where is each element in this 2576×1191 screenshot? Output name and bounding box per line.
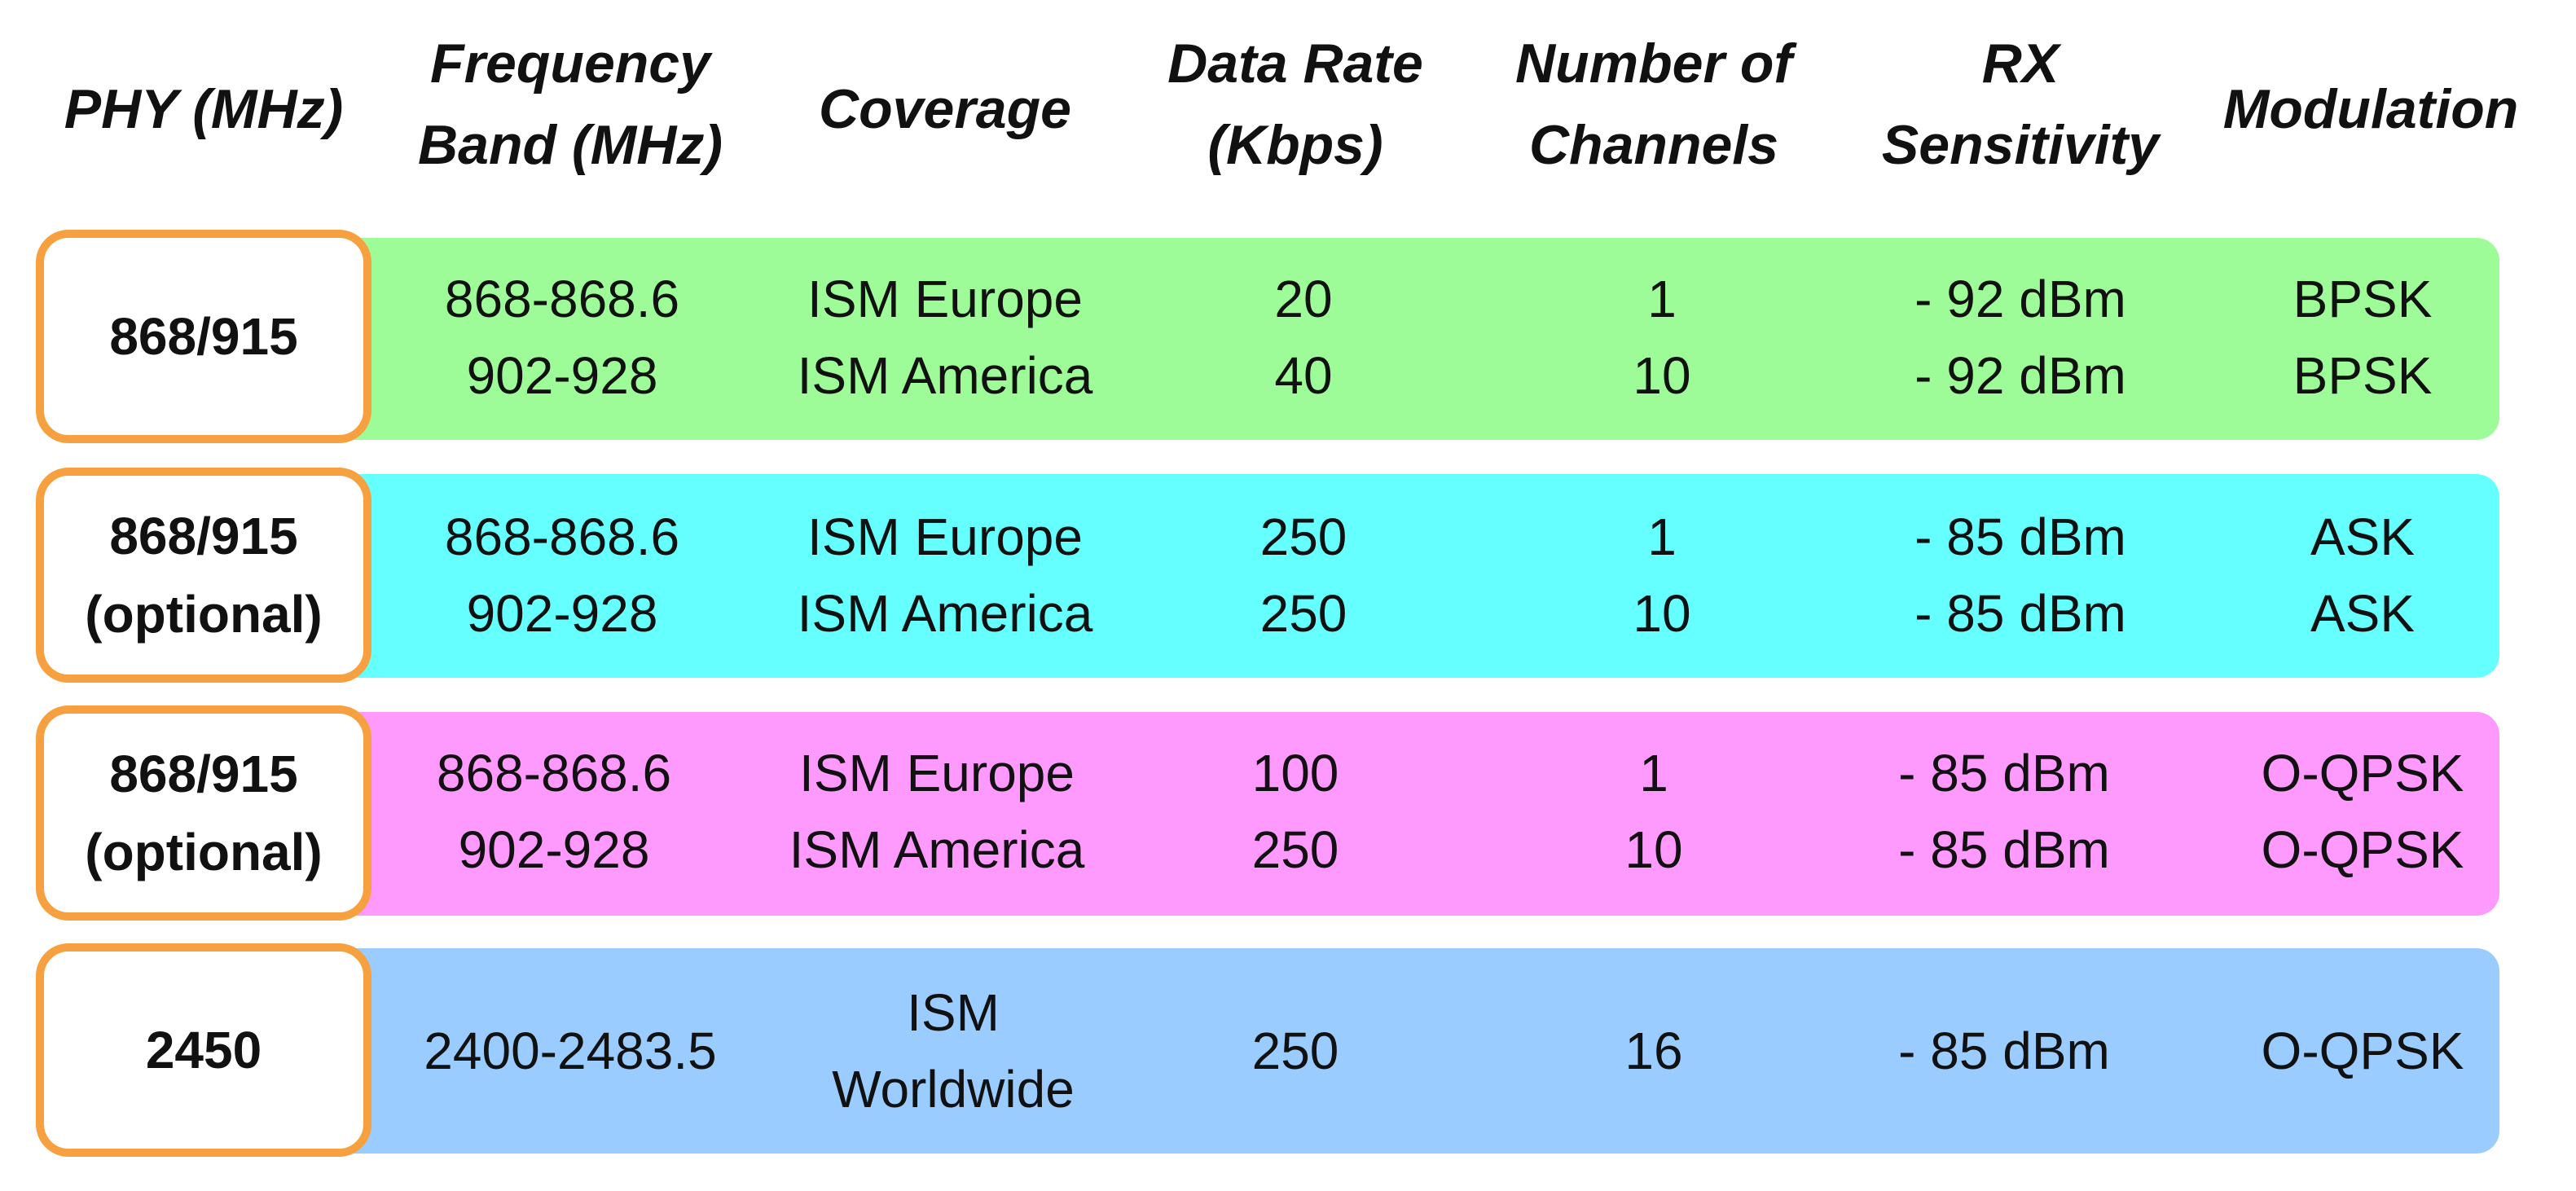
frequency-cell-2: 868-868.6 902-928 — [444, 508, 680, 643]
frequency-cell-1: 868-868.6 902-928 — [444, 270, 680, 405]
rx-sensitivity-cell-1: - 92 dBm - 92 dBm — [1914, 270, 2126, 405]
rx-sensitivity-cell-3: - 85 dBm - 85 dBm — [1898, 744, 2110, 879]
channels-cell-4: 16 — [1624, 1022, 1683, 1080]
rx-sensitivity-cell-2: - 85 dBm - 85 dBm — [1914, 508, 2126, 643]
channels-cell-3: 1 10 — [1624, 744, 1683, 879]
modulation-cell-1: BPSK BPSK — [2292, 270, 2433, 405]
frequency-cell-4: 2400-2483.5 — [424, 1022, 717, 1080]
phy-box-3: 868/915 (optional) — [36, 705, 371, 921]
header-rx-sensitivity: RX Sensitivity — [1881, 33, 2160, 176]
coverage-cell-1: ISM Europe ISM America — [797, 270, 1093, 405]
data-rate-cell-2: 250 250 — [1259, 508, 1347, 643]
modulation-cell-3: O-QPSK O-QPSK — [2261, 744, 2464, 879]
row-band-4 — [326, 948, 2499, 1154]
header-coverage: Coverage — [819, 78, 1071, 140]
frequency-cell-3: 868-868.6 902-928 — [436, 744, 672, 879]
header-modulation: Modulation — [2222, 78, 2519, 140]
phy-box-4: 2450 — [36, 943, 371, 1157]
header-number-of-channels: Number of Channels — [1515, 33, 1792, 176]
modulation-cell-4: O-QPSK — [2261, 1022, 2464, 1080]
row-band-3 — [326, 712, 2499, 916]
header-data-rate: Data Rate (Kbps) — [1167, 33, 1423, 176]
coverage-cell-4: ISM Worldwide — [832, 983, 1075, 1118]
modulation-cell-2: ASK ASK — [2310, 508, 2416, 643]
rx-sensitivity-cell-4: - 85 dBm — [1898, 1022, 2110, 1080]
row-band-1 — [326, 238, 2499, 440]
phy-box-2: 868/915 (optional) — [36, 468, 371, 683]
header-frequency-band: Frequency Band (MHz) — [418, 33, 723, 176]
row-band-2 — [326, 474, 2499, 678]
coverage-cell-2: ISM Europe ISM America — [797, 508, 1093, 643]
data-rate-cell-1: 20 40 — [1274, 270, 1333, 405]
data-rate-cell-3: 100 250 — [1251, 744, 1339, 879]
phy-box-1: 868/915 — [36, 230, 371, 443]
data-rate-cell-4: 250 — [1251, 1022, 1339, 1080]
header-phy: PHY (MHz) — [64, 78, 344, 140]
channels-cell-1: 1 10 — [1633, 270, 1691, 405]
coverage-cell-3: ISM Europe ISM America — [789, 744, 1085, 879]
channels-cell-2: 1 10 — [1633, 508, 1691, 643]
